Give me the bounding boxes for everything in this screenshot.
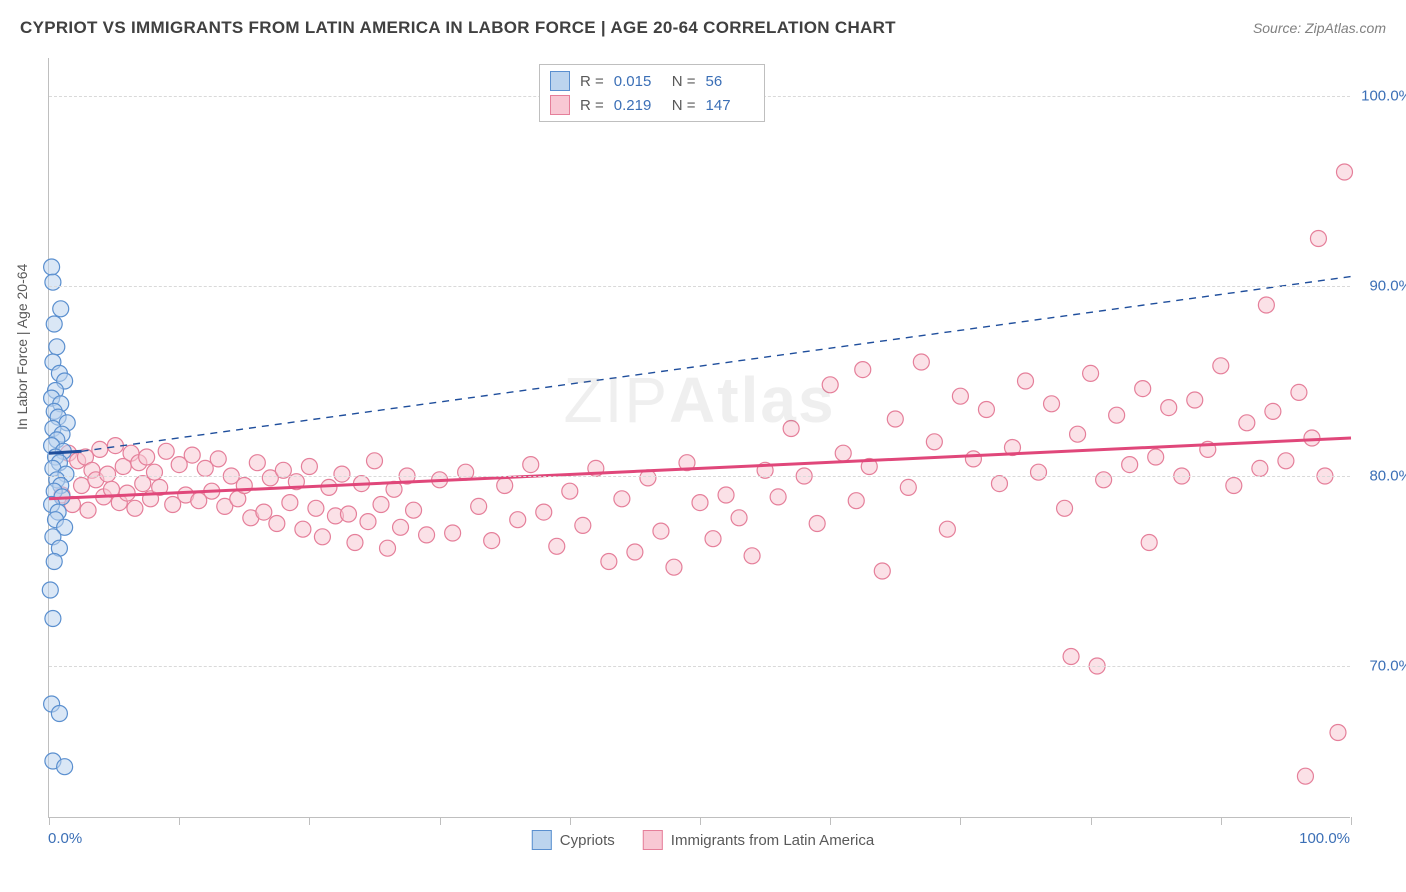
- y-tick-label: 80.0%: [1369, 468, 1406, 485]
- chart-title: CYPRIOT VS IMMIGRANTS FROM LATIN AMERICA…: [20, 18, 896, 38]
- series-legend: Cypriots Immigrants from Latin America: [532, 830, 874, 850]
- legend-item-b: Immigrants from Latin America: [643, 830, 874, 850]
- plot-svg: [49, 58, 1350, 817]
- swatch-b-icon: [643, 830, 663, 850]
- n-label: N =: [672, 73, 696, 90]
- swatch-a-icon: [532, 830, 552, 850]
- legend-row-b: R = 0.219 N = 147: [550, 93, 754, 117]
- n-value-b: 147: [706, 97, 754, 114]
- series-a-label: Cypriots: [560, 832, 615, 849]
- r-value-b: 0.219: [614, 97, 662, 114]
- legend-row-a: R = 0.015 N = 56: [550, 69, 754, 93]
- y-axis-label: In Labor Force | Age 20-64: [14, 264, 30, 430]
- correlation-legend: R = 0.015 N = 56 R = 0.219 N = 147: [539, 64, 765, 122]
- r-label: R =: [580, 97, 604, 114]
- n-value-a: 56: [706, 73, 754, 90]
- n-label: N =: [672, 97, 696, 114]
- y-tick-label: 90.0%: [1369, 278, 1406, 295]
- chart-plot-area: ZIPAtlas R = 0.015 N = 56 R = 0.219 N = …: [48, 58, 1350, 818]
- legend-item-a: Cypriots: [532, 830, 615, 850]
- x-axis-min-label: 0.0%: [48, 830, 82, 847]
- source-label: Source: ZipAtlas.com: [1253, 20, 1386, 36]
- series-b-label: Immigrants from Latin America: [671, 832, 874, 849]
- y-tick-label: 100.0%: [1361, 88, 1406, 105]
- x-axis-max-label: 100.0%: [1299, 830, 1350, 847]
- swatch-b-icon: [550, 95, 570, 115]
- swatch-a-icon: [550, 71, 570, 91]
- r-label: R =: [580, 73, 604, 90]
- r-value-a: 0.015: [614, 73, 662, 90]
- y-tick-label: 70.0%: [1369, 658, 1406, 675]
